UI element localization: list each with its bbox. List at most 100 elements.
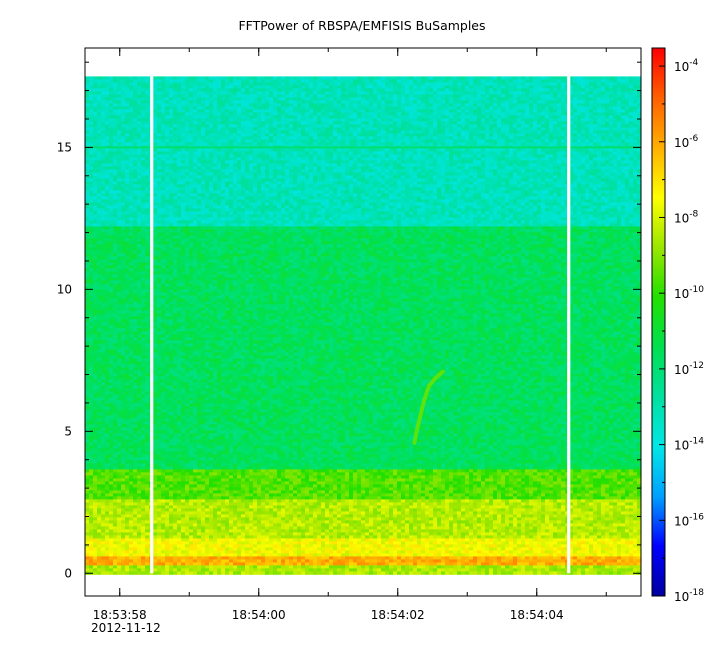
heatmap-cell: [501, 127, 505, 130]
heatmap-cell: [213, 91, 217, 94]
heatmap-cell: [417, 157, 421, 160]
heatmap-cell: [241, 172, 245, 175]
heatmap-cell: [557, 112, 561, 115]
heatmap-cell: [481, 166, 485, 169]
heatmap-cell: [265, 166, 269, 169]
heatmap-cell: [453, 163, 457, 166]
heatmap-cell: [361, 169, 365, 172]
heatmap-cell: [333, 97, 337, 100]
heatmap-cell: [129, 166, 133, 169]
heatmap-cell: [245, 103, 249, 106]
heatmap-cell: [505, 124, 509, 127]
heatmap-cell: [189, 175, 193, 178]
heatmap-cell: [225, 124, 229, 127]
heatmap-cell: [529, 88, 533, 91]
heatmap-cell: [165, 175, 169, 178]
heatmap-cell: [613, 85, 617, 88]
heatmap-cell: [237, 142, 241, 145]
heatmap-cell: [585, 157, 589, 160]
heatmap-cell: [545, 157, 549, 160]
heatmap-cell: [165, 163, 169, 166]
heatmap-cell: [525, 103, 529, 106]
heatmap-cell: [409, 154, 413, 157]
heatmap-cell: [277, 142, 281, 145]
heatmap-cell: [345, 163, 349, 166]
heatmap-cell: [381, 181, 385, 184]
heatmap-cell: [169, 97, 173, 100]
heatmap-cell: [429, 148, 433, 151]
heatmap-cell: [353, 94, 357, 97]
heatmap-cell: [269, 130, 273, 133]
heatmap-cell: [585, 133, 589, 136]
heatmap-cell: [449, 157, 453, 160]
heatmap-cell: [381, 160, 385, 163]
heatmap-cell: [97, 118, 101, 121]
heatmap-cell: [269, 169, 273, 172]
heatmap-cell: [545, 178, 549, 181]
heatmap-cell: [317, 115, 321, 118]
heatmap-cell: [497, 82, 501, 85]
heatmap-cell: [525, 148, 529, 151]
heatmap-cell: [145, 130, 149, 133]
heatmap-cell: [141, 76, 145, 79]
heatmap-cell: [597, 139, 601, 142]
heatmap-cell: [117, 142, 121, 145]
heatmap-cell: [317, 175, 321, 178]
heatmap-cell: [185, 76, 189, 79]
heatmap-cell: [369, 169, 373, 172]
heatmap-cell: [173, 178, 177, 181]
heatmap-cell: [365, 130, 369, 133]
heatmap-cell: [277, 127, 281, 130]
heatmap-cell: [333, 148, 337, 151]
heatmap-cell: [261, 79, 265, 82]
heatmap-cell: [269, 124, 273, 127]
heatmap-cell: [561, 79, 565, 82]
heatmap-cell: [453, 136, 457, 139]
heatmap-cell: [309, 118, 313, 121]
heatmap-cell: [353, 127, 357, 130]
heatmap-cell: [173, 118, 177, 121]
heatmap-cell: [365, 76, 369, 79]
heatmap-cell: [285, 130, 289, 133]
heatmap-cell: [341, 133, 345, 136]
heatmap-cell: [609, 139, 613, 142]
heatmap-cell: [633, 139, 637, 142]
heatmap-cell: [185, 97, 189, 100]
heatmap-cell: [585, 178, 589, 181]
heatmap-cell: [105, 97, 109, 100]
heatmap-cell: [593, 94, 597, 97]
heatmap-cell: [281, 79, 285, 82]
heatmap-cell: [261, 100, 265, 103]
heatmap-cell: [605, 76, 609, 79]
heatmap-cell: [217, 130, 221, 133]
heatmap-cell: [233, 94, 237, 97]
heatmap-cell: [201, 100, 205, 103]
heatmap-cell: [585, 175, 589, 178]
heatmap-cell: [393, 133, 397, 136]
heatmap-cell: [617, 151, 621, 154]
heatmap-cell: [497, 100, 501, 103]
heatmap-cell: [145, 82, 149, 85]
heatmap-cell: [593, 169, 597, 172]
heatmap-cell: [577, 148, 581, 151]
heatmap-cell: [225, 142, 229, 145]
heatmap-cell: [493, 115, 497, 118]
heatmap-cell: [489, 88, 493, 91]
heatmap-cell: [477, 151, 481, 154]
heatmap-cell: [405, 181, 409, 184]
heatmap-cell: [369, 79, 373, 82]
heatmap-cell: [417, 82, 421, 85]
heatmap-cell: [525, 169, 529, 172]
heatmap-cell: [157, 79, 161, 82]
heatmap-cell: [605, 181, 609, 184]
heatmap-cell: [233, 142, 237, 145]
heatmap-cell: [537, 151, 541, 154]
heatmap-cell: [453, 112, 457, 115]
heatmap-cell: [333, 166, 337, 169]
heatmap-cell: [141, 103, 145, 106]
heatmap-cell: [453, 175, 457, 178]
heatmap-cell: [273, 82, 277, 85]
heatmap-cell: [413, 109, 417, 112]
heatmap-cell: [421, 142, 425, 145]
heatmap-cell: [89, 91, 93, 94]
